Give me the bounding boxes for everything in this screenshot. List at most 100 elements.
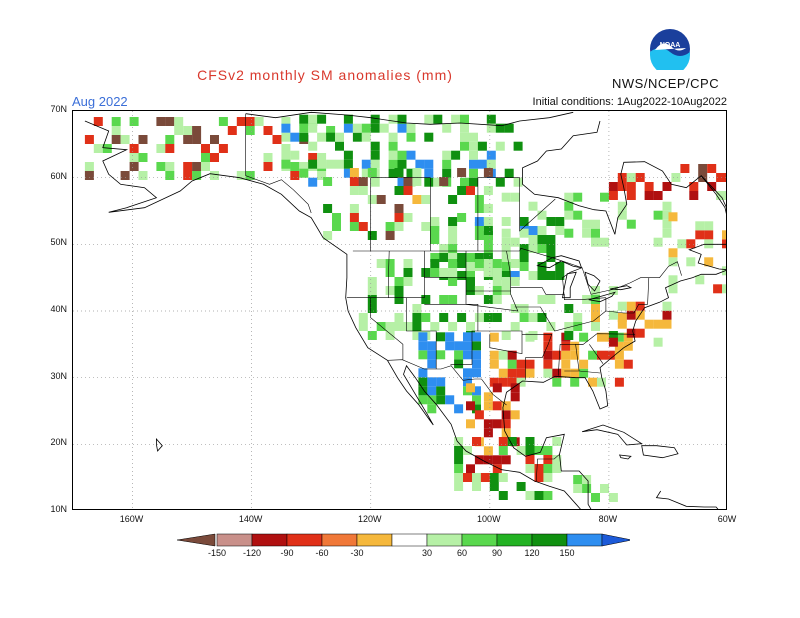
anomaly-cell bbox=[245, 126, 255, 135]
anomaly-cell bbox=[573, 475, 583, 484]
anomaly-cell bbox=[466, 286, 475, 295]
anomaly-cell bbox=[534, 464, 544, 473]
anomaly-cell bbox=[457, 253, 467, 262]
anomaly-cell bbox=[474, 455, 484, 465]
anomaly-cell bbox=[608, 286, 618, 295]
anomaly-cell bbox=[486, 150, 496, 160]
colorbar-swatch bbox=[496, 533, 533, 547]
anomaly-cell bbox=[614, 350, 624, 360]
hudson-bay-east-coast bbox=[614, 161, 726, 235]
anomaly-cell bbox=[412, 195, 422, 204]
us-state-borders-fl bbox=[564, 370, 601, 374]
anomaly-cell bbox=[489, 377, 499, 387]
anomaly-cell bbox=[263, 126, 273, 135]
anomaly-cell bbox=[361, 123, 371, 133]
anomaly-cell bbox=[430, 322, 440, 331]
anomaly-cell bbox=[466, 383, 475, 393]
anomaly-cell bbox=[430, 217, 440, 226]
anomaly-cell bbox=[460, 132, 469, 142]
anomaly-cell bbox=[704, 239, 714, 249]
anomaly-cell bbox=[454, 482, 464, 491]
anomaly-cell bbox=[466, 253, 475, 262]
anomaly-cell bbox=[623, 341, 633, 351]
anomaly-cell bbox=[394, 204, 404, 213]
anomaly-cell bbox=[662, 301, 672, 311]
anomaly-cell bbox=[546, 217, 556, 226]
anomaly-cell bbox=[472, 395, 481, 405]
anomaly-cell bbox=[474, 195, 484, 204]
anomaly-cell bbox=[427, 350, 437, 360]
anomaly-cell bbox=[448, 259, 458, 268]
anomaly-cell bbox=[442, 123, 452, 133]
anomaly-cell bbox=[421, 195, 431, 204]
anomaly-cell bbox=[472, 332, 481, 342]
us-state-borders-northeast bbox=[605, 277, 650, 314]
anomaly-cell bbox=[501, 244, 511, 253]
anomaly-cell bbox=[489, 473, 499, 482]
colorbar-swatch bbox=[216, 533, 253, 547]
anomaly-cell bbox=[394, 222, 404, 231]
anomaly-cell bbox=[388, 150, 398, 160]
anomaly-cell bbox=[507, 368, 517, 378]
anomaly-cell bbox=[492, 419, 502, 429]
anomaly-cell bbox=[457, 186, 467, 195]
colorbar-tick-label: 30 bbox=[421, 548, 432, 558]
us-state-borders-al-ga bbox=[575, 344, 584, 372]
colorbar-tick-label: 120 bbox=[524, 548, 540, 558]
anomaly-cell bbox=[695, 230, 705, 240]
anomaly-cell bbox=[454, 359, 464, 369]
anomaly-cell bbox=[466, 277, 475, 286]
anomaly-cell bbox=[388, 159, 398, 169]
anomaly-cell bbox=[299, 132, 309, 142]
anomaly-cell bbox=[406, 150, 416, 160]
anomaly-cell bbox=[165, 144, 175, 153]
anomaly-cell bbox=[403, 322, 413, 331]
anomaly-cell bbox=[317, 132, 327, 142]
anomaly-cell bbox=[528, 226, 538, 235]
anomaly-cell bbox=[564, 304, 574, 313]
hawaii-island bbox=[156, 437, 163, 452]
anomaly-cell bbox=[614, 341, 624, 351]
anomaly-cell bbox=[483, 419, 493, 429]
anomaly-cell bbox=[483, 401, 493, 411]
anomaly-cell bbox=[460, 141, 469, 151]
anomaly-cell bbox=[552, 377, 562, 387]
anomaly-cell bbox=[668, 212, 678, 222]
anomaly-cell bbox=[418, 377, 428, 387]
anomaly-cell bbox=[516, 446, 526, 455]
anomaly-cell bbox=[367, 304, 377, 313]
anomaly-cell bbox=[474, 253, 484, 262]
anomaly-cell bbox=[361, 132, 371, 142]
anomaly-cell bbox=[510, 271, 520, 280]
anomaly-cell bbox=[617, 210, 627, 220]
us-state-borders-utah-az bbox=[406, 297, 437, 369]
anomaly-cell bbox=[546, 244, 556, 253]
anomaly-cell bbox=[543, 491, 553, 500]
anomaly-cell bbox=[498, 368, 508, 378]
anomaly-cell bbox=[552, 368, 562, 378]
anomaly-cell bbox=[317, 171, 327, 180]
anomaly-cell bbox=[662, 219, 672, 229]
anomaly-cell bbox=[445, 341, 455, 351]
anomaly-cell bbox=[192, 162, 202, 171]
anomaly-cell bbox=[129, 153, 139, 162]
anomaly-cell bbox=[555, 262, 565, 271]
anomaly-cell bbox=[564, 201, 574, 211]
anomaly-cell bbox=[385, 286, 395, 295]
anomaly-cell bbox=[483, 446, 493, 456]
anomaly-cell bbox=[644, 182, 654, 191]
anomaly-cell bbox=[394, 322, 404, 331]
anomaly-cell bbox=[492, 295, 502, 304]
anomaly-cell bbox=[403, 177, 413, 186]
anomaly-cell bbox=[466, 262, 475, 271]
anomaly-cell bbox=[457, 271, 467, 280]
anomaly-cell bbox=[281, 123, 291, 133]
anomaly-cell bbox=[635, 310, 645, 320]
anomaly-cell bbox=[507, 359, 517, 369]
anomaly-cell bbox=[695, 275, 705, 285]
anomaly-cell bbox=[564, 322, 574, 331]
anomaly-cell bbox=[653, 319, 663, 329]
anomaly-cell bbox=[525, 359, 535, 369]
anomaly-cell bbox=[308, 177, 318, 187]
anomaly-cell bbox=[519, 253, 529, 262]
